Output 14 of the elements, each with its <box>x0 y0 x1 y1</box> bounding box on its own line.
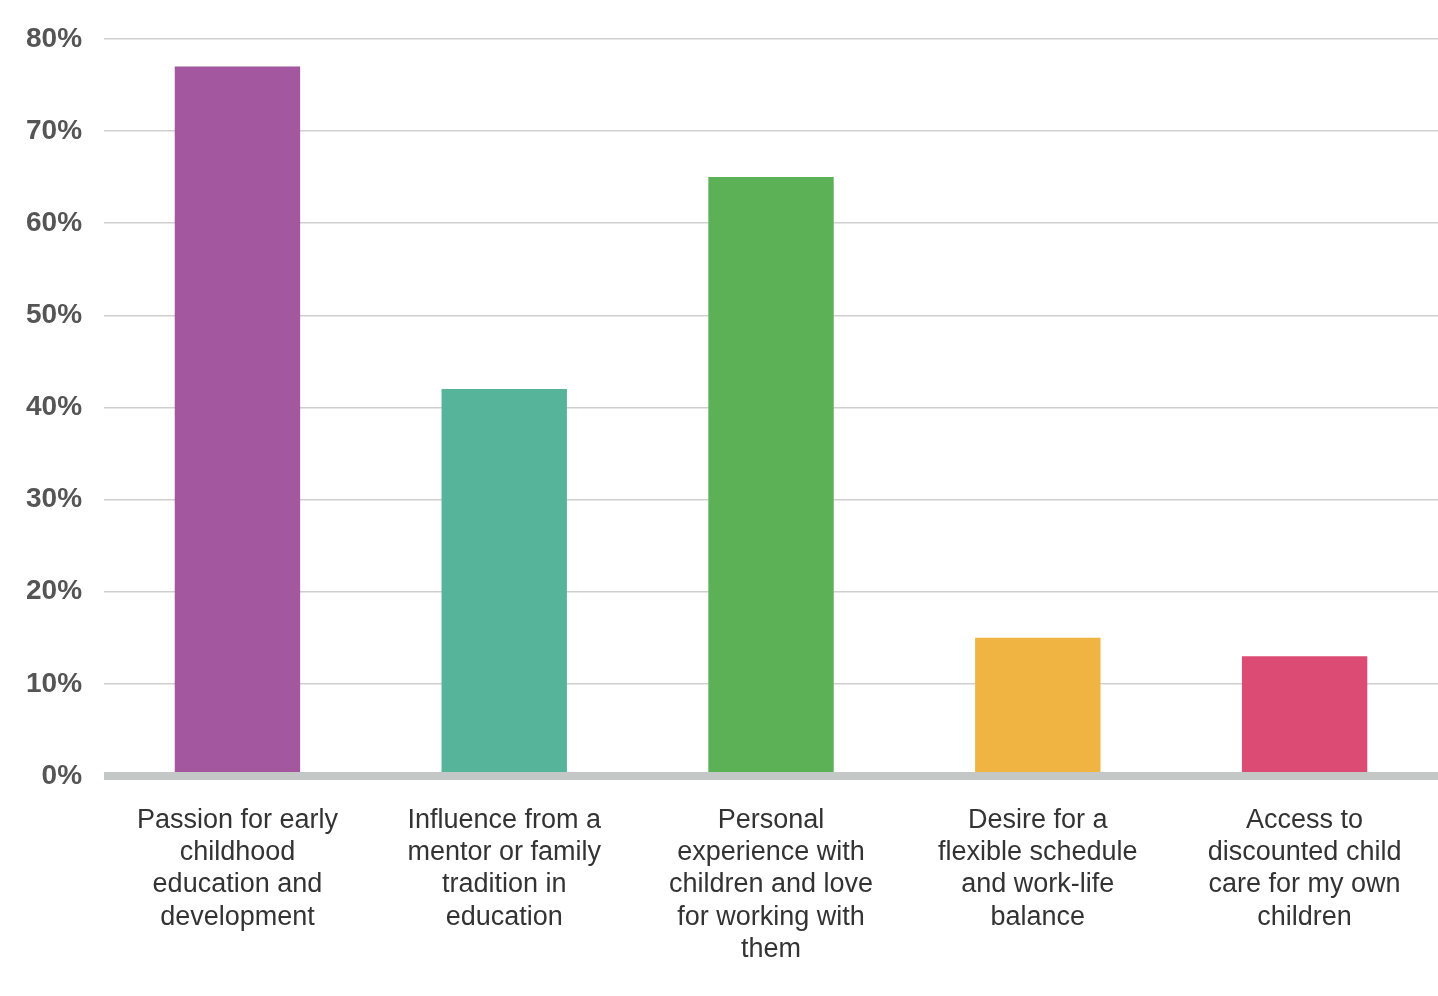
y-tick-label: 0% <box>41 758 83 790</box>
x-tick-label: Personal experience with children and love for working with them <box>668 803 874 964</box>
x-tick-label: Influence from a mentor or family tradition in education <box>407 803 603 931</box>
y-tick-label: 20% <box>25 574 83 606</box>
y-tick-label: 70% <box>25 113 83 145</box>
x-tick-label: Access to discounted child care for my own children <box>1207 803 1402 931</box>
x-tick-label: Desire for a flexible schedule and work-life balance <box>937 803 1138 931</box>
y-tick-label: 40% <box>25 390 83 422</box>
y-tick-label: 10% <box>25 666 83 698</box>
y-tick-label: 80% <box>25 21 83 53</box>
y-tick-label: 30% <box>25 482 83 514</box>
y-tick-label: 60% <box>25 205 83 237</box>
x-tick-label: Passion for early childhood education and development <box>136 803 339 931</box>
y-tick-label: 50% <box>25 297 83 329</box>
